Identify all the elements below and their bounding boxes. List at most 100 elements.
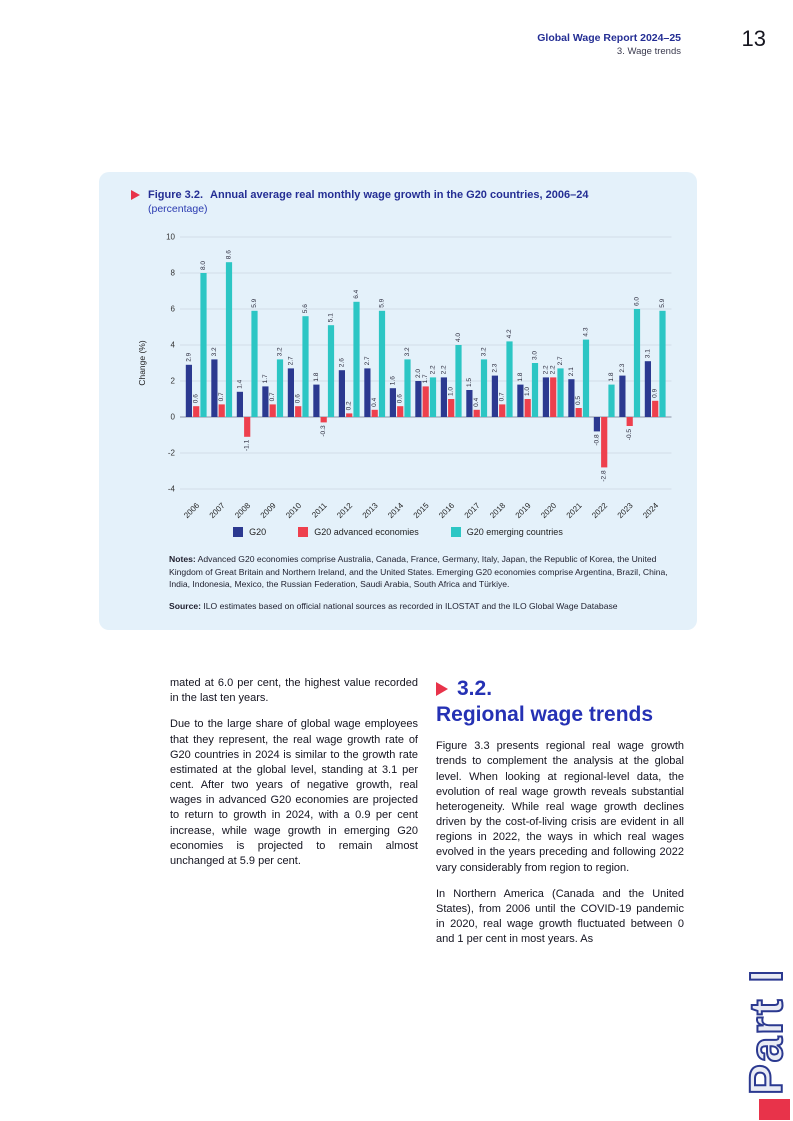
bar-value-label: 5.6 [302, 304, 309, 313]
x-tick-label: 2018 [488, 501, 507, 520]
bar-2023-series-2 [633, 309, 641, 418]
bar-2019-series-2 [531, 363, 539, 418]
wage-chart: 10 8 6 4 2 0 -2 -4 Change (%) 2.9 0.6 8.0 2006 3.2 0.7… [137, 233, 672, 520]
figure-title-row: Figure 3.2. Annual average real monthly w… [131, 188, 677, 202]
bar-2022-series-1 [601, 417, 608, 468]
legend-item: G20 emerging countries [450, 527, 563, 538]
bar-value-label: 5.1 [328, 313, 335, 322]
paragraph: Due to the large share of global wage em… [170, 718, 418, 867]
source-text: ILO estimates based on official national… [203, 600, 618, 611]
legend-item: G20 advanced economies [298, 527, 419, 538]
bar-2019-series-0 [517, 384, 524, 418]
x-tick-label: 2009 [259, 501, 278, 520]
bar-2012-series-2 [353, 302, 360, 418]
bar-value-label: 0.7 [499, 392, 506, 401]
bar-2018-series-2 [506, 341, 513, 418]
bar-2009-series-1 [269, 404, 276, 418]
bar-2017-series-0 [466, 390, 473, 418]
bar-2023-series-1 [626, 417, 633, 427]
bar-2011-series-0 [313, 384, 320, 418]
bar-value-label: 5.9 [251, 299, 258, 308]
x-tick-label: 2007 [208, 501, 227, 520]
bar-value-label: 1.4 [236, 380, 243, 389]
x-tick-label: 2014 [386, 501, 405, 520]
bar-2016-series-0 [440, 377, 447, 418]
x-tick-label: 2011 [310, 501, 329, 520]
bar-value-label: 2.7 [287, 356, 294, 365]
figure-notes: Notes: Advanced G20 economies comprise A… [169, 553, 671, 590]
bar-value-label: 1.8 [313, 372, 320, 381]
bar-value-label: 0.5 [575, 396, 582, 405]
chapter-title: 3. Wage trends [616, 46, 681, 57]
bar-2016-series-1 [448, 399, 455, 418]
page-number: 13 [741, 26, 766, 51]
bar-2009-series-0 [262, 386, 269, 418]
bar-2007-series-0 [211, 359, 218, 418]
bar-value-label: 2.2 [440, 365, 447, 374]
section-heading: 3.2. Regional wage trends [436, 676, 684, 727]
bar-2007-series-1 [218, 404, 225, 418]
bar-value-label: 3.2 [404, 347, 411, 356]
x-tick-label: 2021 [565, 501, 584, 520]
x-tick-label: 2006 [182, 501, 201, 520]
bar-2021-series-0 [568, 379, 575, 418]
report-title: Global Wage Report 2024–25 [537, 32, 681, 44]
notes-text: Advanced G20 economies comprise Australi… [169, 554, 668, 589]
notes-label: Notes: [169, 554, 196, 565]
bar-value-label: 0.4 [473, 398, 480, 407]
bar-value-label: -0.3 [320, 425, 327, 437]
bar-value-label: 6.4 [353, 290, 360, 299]
x-tick-label: 2015 [412, 501, 431, 520]
bar-2009-series-2 [276, 359, 284, 418]
y-tick-label: 2 [171, 377, 176, 386]
part-label: Part I [739, 967, 793, 1096]
bar-value-label: 2.9 [185, 353, 192, 362]
bar-value-label: -2.8 [601, 470, 608, 482]
x-tick-label: 2019 [514, 501, 533, 520]
x-tick-label: 2013 [361, 501, 380, 520]
page-header: Global Wage Report 2024–25 3. Wage trend… [537, 32, 681, 57]
paragraph: In Northern America (Canada and the Unit… [436, 887, 684, 946]
bar-2018-series-0 [491, 375, 498, 418]
bar-value-label: 3.0 [532, 351, 539, 360]
bar-2008-series-0 [236, 392, 243, 418]
bar-value-label: 2.3 [491, 363, 498, 372]
bar-2017-series-1 [473, 410, 480, 418]
y-tick-label: 0 [171, 413, 176, 422]
bar-value-label: 1.0 [448, 387, 455, 396]
figure-title: Figure 3.2. Annual average real monthly w… [148, 188, 588, 202]
bar-value-label: 1.5 [466, 378, 473, 387]
bar-value-label: 2.2 [550, 365, 557, 374]
bar-value-label: 0.6 [295, 394, 302, 403]
figure-subtitle: (percentage) [148, 203, 208, 216]
bar-2011-series-2 [327, 325, 335, 418]
section-title: Regional wage trends [436, 702, 654, 726]
chart-legend: G20 G20 advanced economies G20 emerging co… [119, 527, 677, 538]
bar-value-label: 0.7 [218, 392, 225, 401]
bar-value-label: 4.3 [583, 327, 590, 336]
paragraph: mated at 6.0 per cent, the highest value… [170, 677, 418, 705]
y-tick-label: 8 [171, 269, 176, 278]
bar-2013-series-1 [371, 410, 378, 418]
bar-2010-series-2 [302, 316, 309, 418]
section-number: 3.2. [457, 677, 493, 700]
bar-value-label: 3.1 [644, 349, 651, 358]
bar-2015-series-0 [415, 381, 422, 418]
red-triangle-icon [131, 190, 140, 200]
bar-value-label: 2.0 [415, 369, 422, 378]
bar-value-label: 2.2 [542, 365, 549, 374]
bar-value-label: 4.0 [455, 333, 462, 342]
bar-2021-series-1 [575, 408, 582, 418]
x-tick-label: 2012 [335, 501, 354, 520]
x-tick-label: 2022 [590, 501, 609, 520]
bar-2020-series-0 [542, 377, 549, 418]
corner-red-square [759, 1099, 790, 1120]
x-tick-label: 2010 [284, 501, 303, 520]
bar-value-label: 2.1 [568, 367, 575, 376]
bar-value-label: 5.9 [379, 299, 386, 308]
x-tick-label: 2016 [437, 501, 456, 520]
bar-2012-series-0 [338, 370, 345, 418]
bar-2024-series-1 [652, 401, 659, 418]
bar-2013-series-0 [364, 368, 371, 418]
y-tick-label: -2 [168, 449, 176, 458]
